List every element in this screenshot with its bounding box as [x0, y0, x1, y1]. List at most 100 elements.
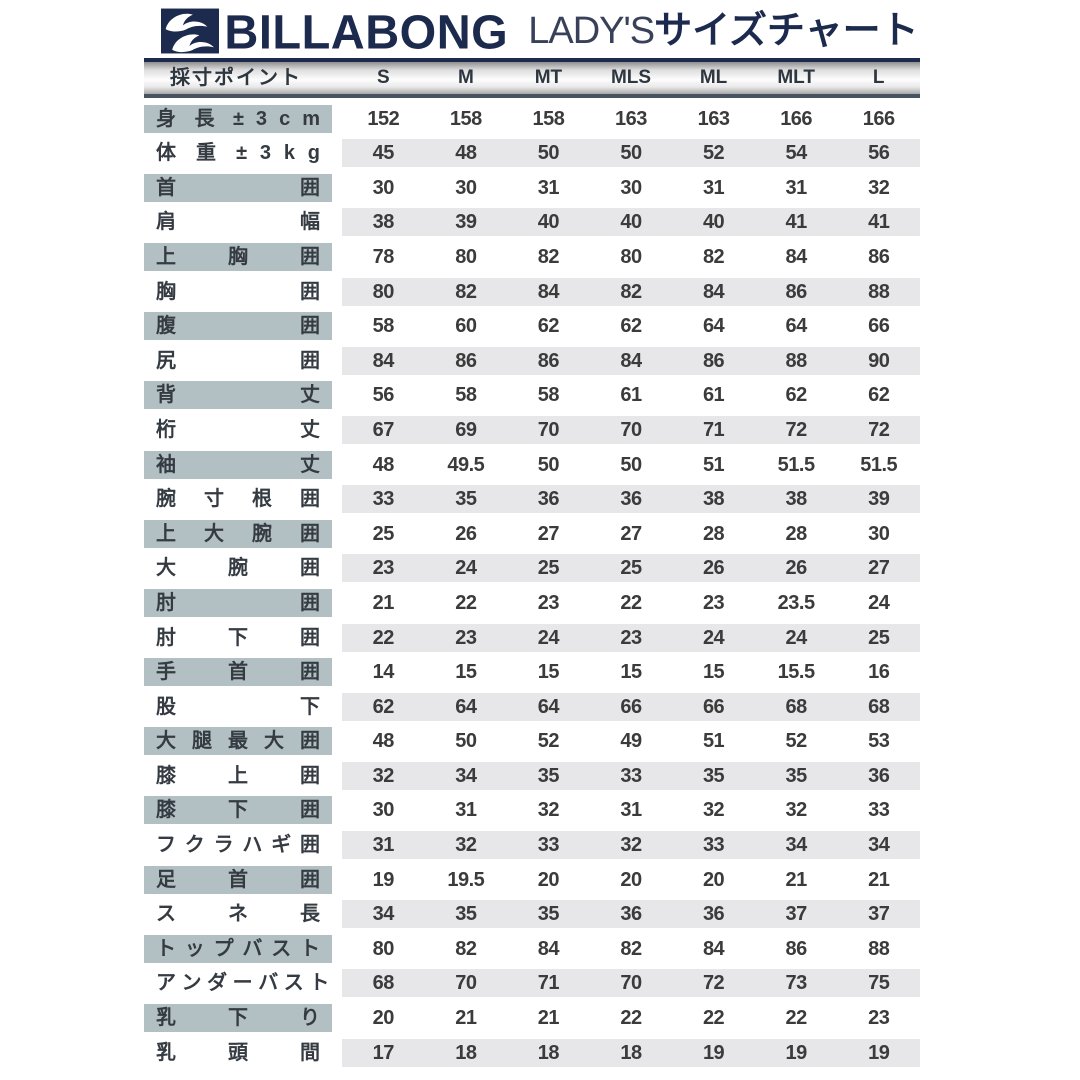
value-cell: 38: [785, 488, 808, 511]
row-values: 56 58 58 61 61 62 62: [342, 381, 920, 410]
row-values: 19 19.5 20 20 20 21 21: [342, 865, 920, 894]
row-values: 152 158 158 163 163 166 166: [342, 104, 920, 133]
value-cell: 49: [620, 730, 642, 753]
value-cell: 73: [785, 972, 808, 995]
value-cell: 88: [785, 349, 808, 372]
label-value-gap: [332, 589, 342, 617]
value-cell: 15: [620, 661, 642, 684]
value-cell: 82: [620, 937, 642, 960]
value-cell: 36: [620, 903, 642, 926]
measure-label: ア ン ダ ー バ ス ト: [144, 969, 332, 998]
table-row: 体 重 ± 3 k g 45 48 50 50 52 54 56: [144, 139, 920, 168]
value-cell: 52: [537, 730, 560, 753]
table-body: 身 長 ± 3 c m 152 158 158 163 163 166 166 体 重 ± 3 …: [144, 104, 920, 1067]
page-title: LADY'Sサイズチャート: [528, 12, 918, 50]
value-cell: 24: [455, 557, 477, 580]
value-cell: 16: [868, 661, 890, 684]
value-cell: 70: [620, 418, 642, 441]
value-cell: 56: [372, 384, 395, 407]
value-cell: 71: [702, 418, 725, 441]
measure-label: 大 腕 囲: [144, 554, 332, 583]
value-cell: 32: [372, 764, 395, 787]
value-cell: 32: [537, 799, 560, 822]
value-cell: 69: [455, 418, 477, 441]
table-row: 首 囲 30 30 31 30 31 31 32: [144, 173, 920, 202]
value-cell: 36: [537, 488, 560, 511]
value-cell: 58: [455, 384, 477, 407]
value-cell: 28: [785, 522, 808, 545]
value-cell: 25: [868, 626, 890, 649]
value-cell: 15: [537, 661, 560, 684]
value-cell: 86: [868, 245, 890, 268]
label-value-gap: [332, 139, 342, 167]
value-cell: 61: [620, 384, 642, 407]
value-cell: 80: [455, 245, 477, 268]
table-row: 股 下 62 64 64 66 66 68 68: [144, 692, 920, 721]
measure-label: 膝 下 囲: [144, 796, 332, 825]
value-cell: 33: [868, 799, 890, 822]
row-values: 22 23 24 23 24 24 25: [342, 623, 920, 652]
value-cell: 68: [868, 695, 890, 718]
value-cell: 86: [702, 349, 725, 372]
measure-label: 上 大 腕 囲: [144, 519, 332, 548]
value-cell: 58: [372, 315, 395, 338]
table-row: 上 胸 囲 78 80 82 80 82 84 86: [144, 242, 920, 271]
value-cell: 19: [785, 1041, 808, 1064]
row-values: 30 31 32 31 32 32 33: [342, 796, 920, 825]
measure-label: 体 重 ± 3 k g: [144, 139, 332, 168]
label-value-gap: [332, 1004, 342, 1032]
value-cell: 50: [537, 453, 560, 476]
value-cell: 78: [372, 245, 395, 268]
measure-label: ト ッ プ バ ス ト: [144, 934, 332, 963]
row-values: 20 21 21 22 22 22 23: [342, 1004, 920, 1033]
label-value-gap: [332, 381, 342, 409]
value-cell: 23: [372, 557, 395, 580]
measure-label: ス ネ 長: [144, 900, 332, 929]
value-cell: 21: [868, 868, 890, 891]
row-values: 21 22 23 22 23 23.5 24: [342, 588, 920, 617]
value-cell: 19: [702, 1041, 725, 1064]
value-cell: 62: [372, 695, 395, 718]
value-cell: 24: [868, 591, 890, 614]
size-chart-table: 採寸ポイント S M MT MLS ML MLT L 身 長 ± 3 c m 152 158 15…: [144, 58, 920, 1067]
value-cell: 19.5: [447, 868, 485, 891]
value-cell: 20: [702, 868, 725, 891]
table-row: 足 首 囲 19 19.5 20 20 20 21 21: [144, 865, 920, 894]
table-row: ト ッ プ バ ス ト 80 82 84 82 84 86 88: [144, 934, 920, 963]
value-cell: 82: [455, 280, 477, 303]
value-cell: 20: [537, 868, 560, 891]
value-cell: 35: [455, 903, 477, 926]
value-cell: 40: [702, 211, 725, 234]
value-cell: 68: [785, 695, 808, 718]
value-cell: 32: [620, 834, 642, 857]
table-row: 肘 囲 21 22 23 22 23 23.5 24: [144, 588, 920, 617]
value-cell: 33: [537, 834, 560, 857]
value-cell: 62: [785, 384, 808, 407]
value-cell: 25: [537, 557, 560, 580]
value-cell: 50: [455, 730, 477, 753]
value-cell: 38: [372, 211, 395, 234]
value-cell: 51: [702, 730, 725, 753]
row-values: 67 69 70 70 71 72 72: [342, 415, 920, 444]
value-cell: 64: [537, 695, 560, 718]
value-cell: 31: [702, 176, 725, 199]
label-value-gap: [332, 866, 342, 894]
brand-header: BILLABONG LADY'Sサイズチャート: [0, 0, 1080, 56]
value-cell: 70: [537, 418, 560, 441]
billabong-wave-icon: [161, 8, 220, 54]
value-cell: 30: [455, 176, 477, 199]
value-cell: 31: [455, 799, 477, 822]
value-cell: 50: [620, 453, 642, 476]
value-cell: 90: [868, 349, 890, 372]
label-value-gap: [332, 485, 342, 513]
value-cell: 22: [620, 591, 642, 614]
value-cell: 41: [785, 211, 808, 234]
value-cell: 36: [868, 764, 890, 787]
size-column-headers: S M MT MLS ML MLT L: [342, 62, 920, 94]
value-cell: 31: [537, 176, 560, 199]
value-cell: 67: [372, 418, 395, 441]
value-cell: 41: [868, 211, 890, 234]
value-cell: 48: [372, 453, 395, 476]
column-header: S: [376, 67, 390, 88]
value-cell: 34: [785, 834, 808, 857]
